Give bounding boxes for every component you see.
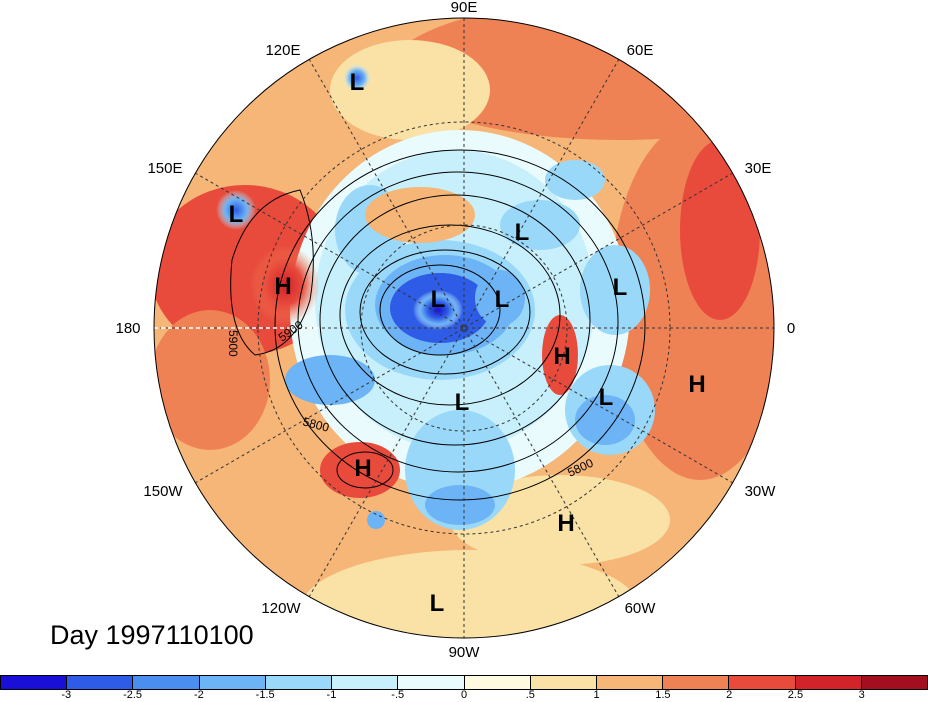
colorbar-tick-label: 1.5 xyxy=(655,689,671,701)
lon-label-60E: 60E xyxy=(627,42,654,59)
colorbar-tick-label: 0 xyxy=(460,689,468,701)
low-center: L xyxy=(515,219,530,246)
lon-label-90E: 90E xyxy=(451,0,478,16)
colorbar-tick-label: .5 xyxy=(525,689,535,701)
pressure-centers: L L L L L L L L L H H H H H xyxy=(229,69,706,617)
lon-label-30W: 30W xyxy=(745,483,777,500)
low-center: L xyxy=(613,274,628,301)
colorbar-tick-label: 3 xyxy=(858,689,865,701)
colorbar-tick-label: -1.5 xyxy=(255,689,275,701)
colorbar-segment xyxy=(133,676,200,689)
colorbar-segment xyxy=(530,676,597,689)
low-center: L xyxy=(495,286,510,313)
map-border xyxy=(153,17,775,639)
lon-label-120W: 120W xyxy=(261,600,301,617)
colorbar-tick-label: 2 xyxy=(726,689,733,701)
lon-label-150W: 150W xyxy=(143,483,183,500)
contour-label: 5900 xyxy=(226,330,240,357)
polar-map: 90E 60E 30E 0 30W 60W 90W 120W 150W 180 … xyxy=(115,0,795,661)
lon-label-120E: 120E xyxy=(265,42,300,59)
colorbar-segment xyxy=(795,676,862,689)
colorbar-tick-label: -2.5 xyxy=(123,689,143,701)
contour-label: 5800 xyxy=(301,414,331,435)
longitude-labels: 90E 60E 30E 0 30W 60W 90W 120W 150W 180 … xyxy=(115,0,795,661)
low-center: L xyxy=(430,590,445,617)
colorbar-tick-label: -2 xyxy=(193,689,204,701)
low-center: L xyxy=(229,201,244,228)
colorbar-segment xyxy=(663,676,730,689)
colorbar-segment xyxy=(332,676,399,689)
colorbar-segment xyxy=(861,676,928,689)
colorbar-tick-labels: -3 -2.5 -2 -1.5 -1 -.5 0 .5 1 1.5 2 2.5 3 xyxy=(0,689,928,702)
colorbar-segment xyxy=(596,676,664,689)
lon-label-90W: 90W xyxy=(449,644,481,661)
colorbar-segment xyxy=(1,676,68,689)
colorbar-segment xyxy=(199,676,266,689)
colorbar-tick-label: -.5 xyxy=(391,689,405,701)
high-center: H xyxy=(274,273,291,300)
colorbar-tick-label: -3 xyxy=(61,689,72,701)
lon-label-0: 0 xyxy=(787,320,795,337)
lon-label-30E: 30E xyxy=(745,160,772,177)
anomaly-field xyxy=(154,18,774,638)
colorbar-segment xyxy=(729,676,796,689)
colorbar-segment xyxy=(67,676,134,689)
height-contours xyxy=(230,149,646,501)
lon-label-60W: 60W xyxy=(625,600,657,617)
colorbar-segment xyxy=(265,676,333,689)
colorbar xyxy=(0,675,928,690)
low-center: L xyxy=(599,384,614,411)
colorbar-segment xyxy=(464,676,531,689)
graticule xyxy=(154,18,774,638)
high-center: H xyxy=(688,371,705,398)
colorbar-tick-label: 1 xyxy=(593,689,600,701)
day-label: Day 1997110100 xyxy=(50,620,254,650)
low-center: L xyxy=(350,69,365,96)
colorbar-segment xyxy=(398,676,465,689)
lon-label-180: 180 xyxy=(115,320,140,337)
low-center: L xyxy=(455,389,470,416)
colorbar-tick-label: -1 xyxy=(326,689,337,701)
high-center: H xyxy=(557,510,574,537)
colorbar-tick-label: 2.5 xyxy=(787,689,804,701)
high-center: H xyxy=(553,343,570,370)
high-center: H xyxy=(354,455,371,482)
low-center: L xyxy=(431,286,446,313)
lon-label-150E: 150E xyxy=(147,160,182,177)
